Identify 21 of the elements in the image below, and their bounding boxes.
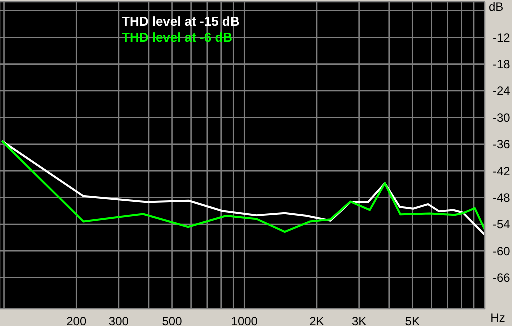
y-axis-title: dB [489,0,504,14]
x-tick-label: 200 [66,314,87,326]
y-tick-label: -24 [493,84,511,98]
y-tick-label: -60 [493,244,511,258]
y-tick-label: -30 [493,110,511,125]
x-axis-title: Hz [490,311,506,325]
y-tick-label: -18 [493,58,511,72]
y-tick-label: -66 [493,271,511,286]
text: THD level at -15 dB [122,14,240,30]
y-tick-label: -36 [493,138,511,152]
text: THD level at -6 dB [122,30,234,46]
x-tick-label: 300 [108,314,130,326]
y-tick-label: -42 [493,164,511,178]
x-tick-label: 500 [162,314,183,326]
y-tick-label: -48 [493,191,511,206]
y-tick-label: -12 [493,30,511,45]
x-tick-label: 3K [352,314,367,326]
x-tick-label: 5K [405,314,420,326]
x-tick-label: 1000 [231,314,258,326]
y-tick-label: -54 [493,218,511,232]
x-tick-label: 2K [310,314,324,326]
